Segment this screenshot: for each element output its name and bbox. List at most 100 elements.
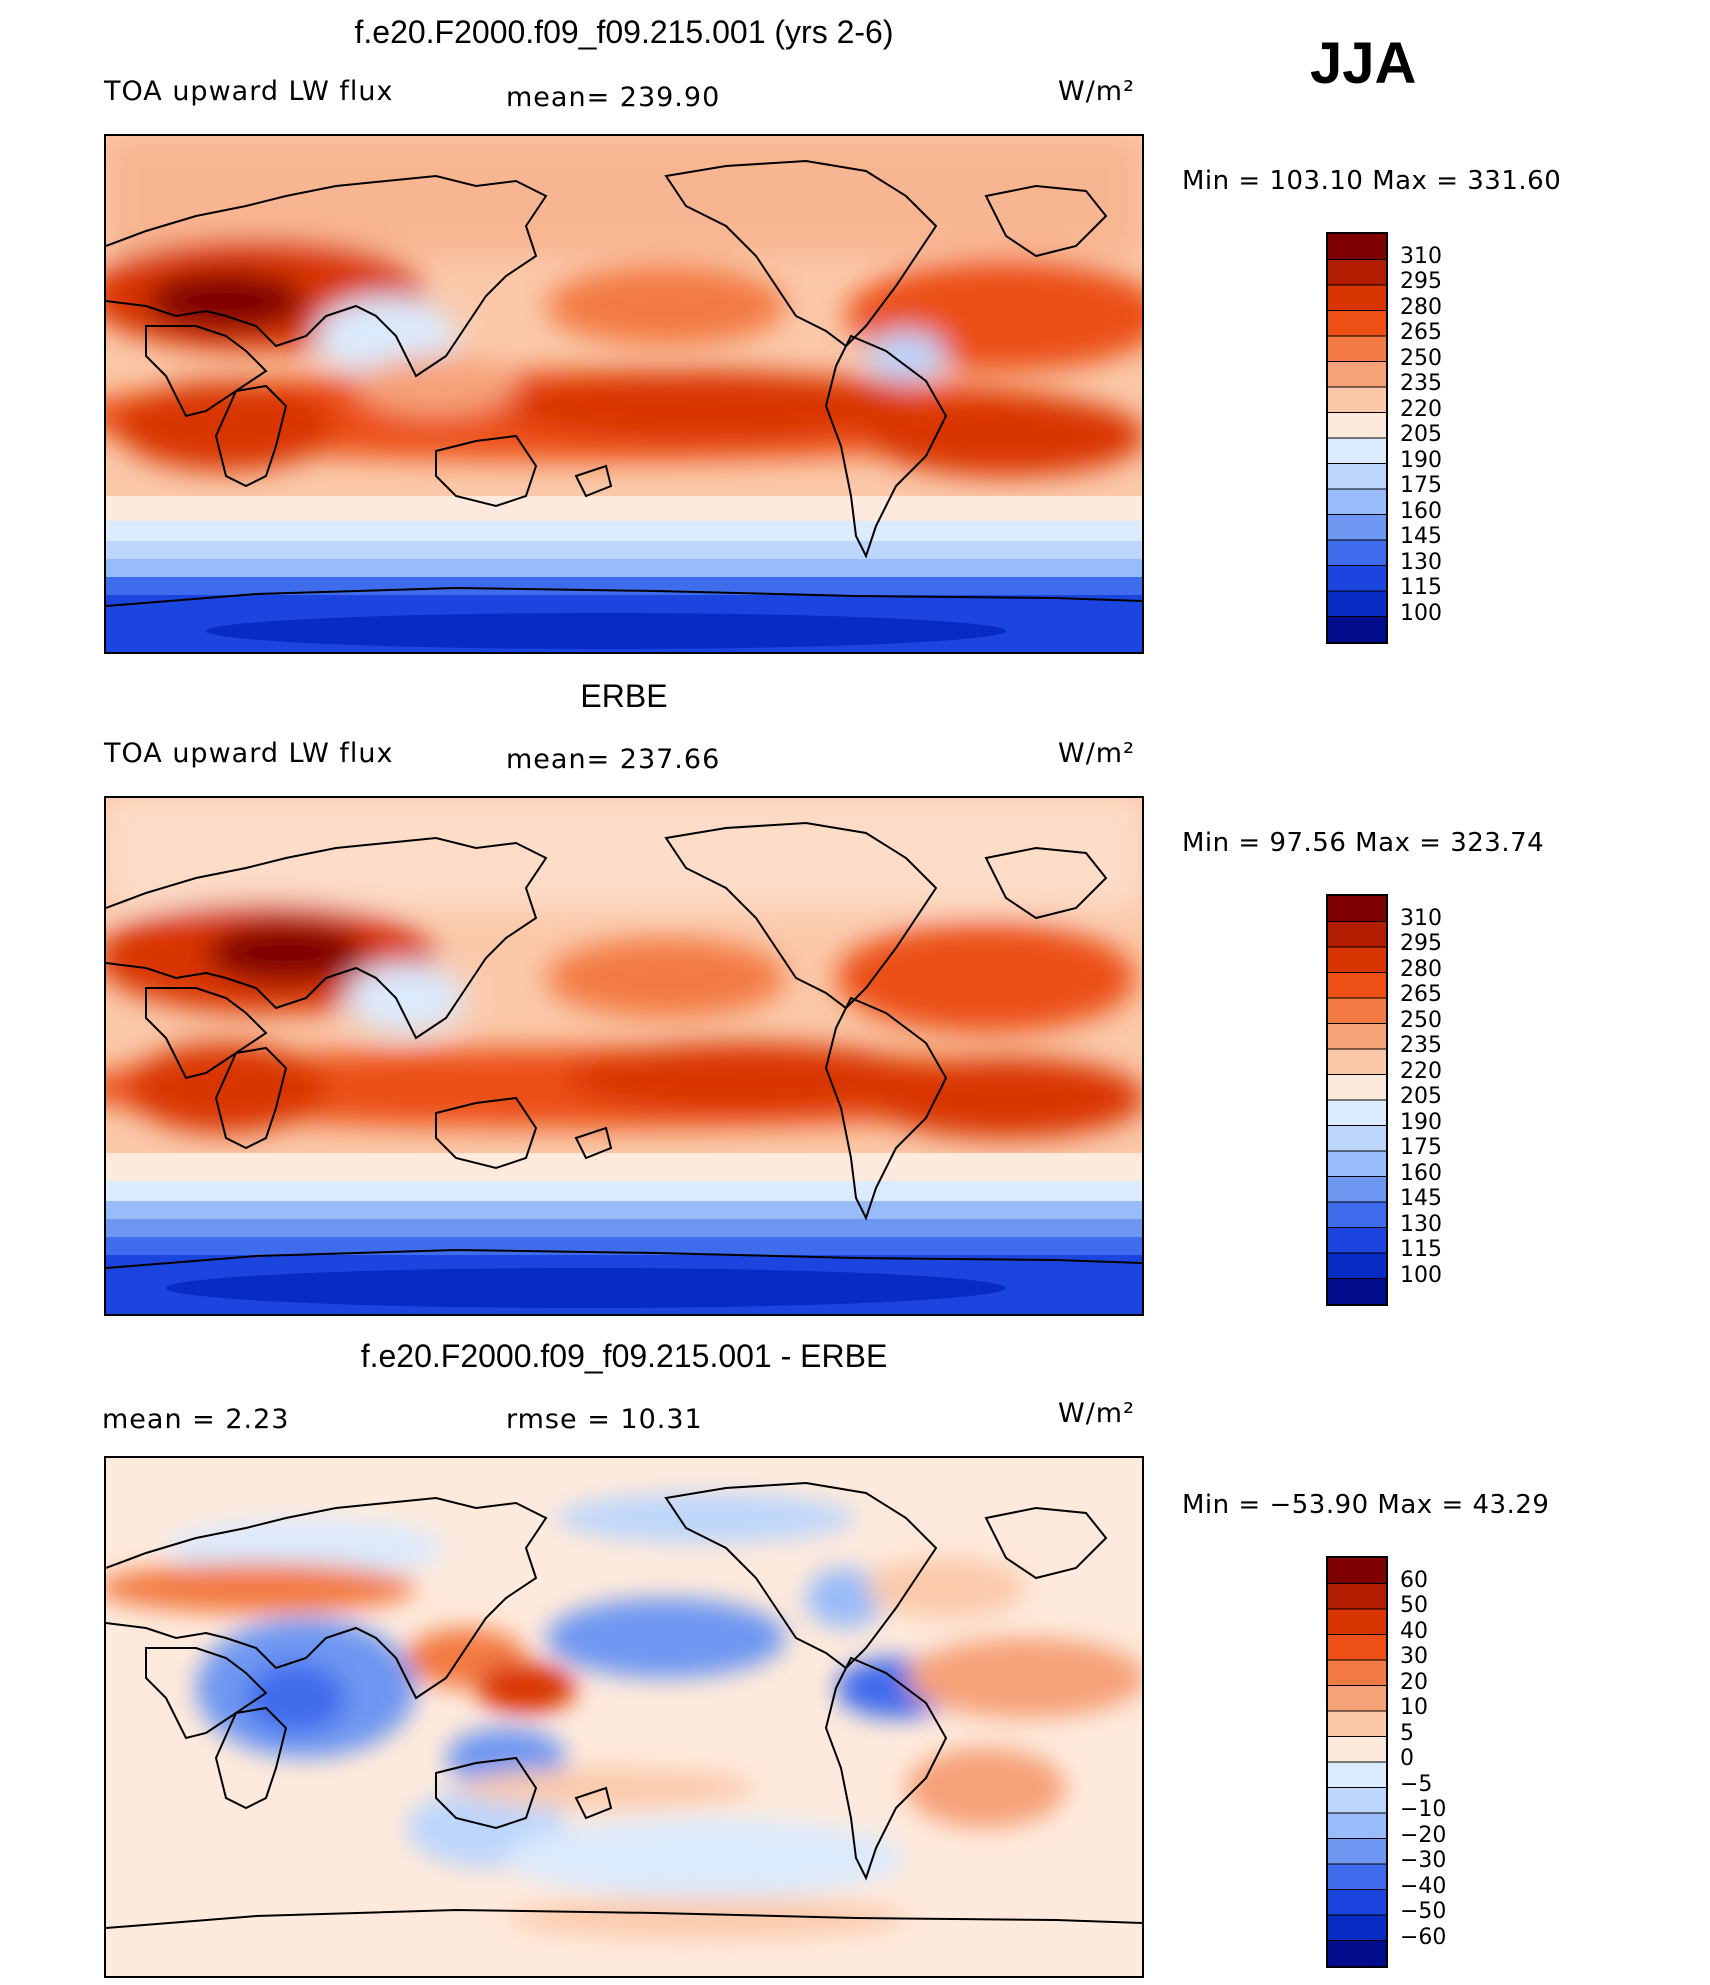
colorbar-tick-label: 205	[1400, 422, 1442, 447]
colorbar-swatch	[1328, 234, 1386, 260]
colorbar-swatch	[1328, 1253, 1386, 1279]
panel-3-minmax: Min = −53.90 Max = 43.29	[1182, 1490, 1550, 1520]
panel-3-contour-field	[106, 1458, 1142, 1976]
colorbar-swatch	[1328, 540, 1386, 566]
colorbar-tick-label: 160	[1400, 1160, 1442, 1186]
panel-2-map	[104, 796, 1144, 1316]
panel-2-title: ERBE	[580, 678, 668, 714]
panel-1-minmax: Min = 103.10 Max = 331.60	[1182, 166, 1562, 196]
colorbar-tick-label: 235	[1400, 1033, 1442, 1058]
colorbar-tick-label: 175	[1400, 473, 1442, 498]
colorbar-swatch	[1328, 1685, 1386, 1712]
panel-3-colorbar-swatches	[1328, 1558, 1386, 1966]
colorbar-swatch	[1328, 1787, 1386, 1814]
panel-3-map	[104, 1456, 1144, 1978]
colorbar-tick-label: 190	[1400, 1109, 1442, 1135]
colorbar-swatch	[1328, 1176, 1386, 1203]
colorbar-swatch	[1328, 1634, 1386, 1661]
colorbar-tick-label: 175	[1400, 1135, 1442, 1160]
panel-1-colorbar-swatches	[1328, 234, 1386, 642]
colorbar-tick-label: 280	[1400, 956, 1442, 982]
colorbar-swatch	[1328, 1838, 1386, 1865]
colorbar-tick-label: 145	[1400, 524, 1442, 549]
colorbar-swatch	[1328, 896, 1386, 922]
colorbar-swatch	[1328, 1660, 1386, 1686]
panel-1-title: f.e20.F2000.f09_f09.215.001 (yrs 2-6)	[354, 14, 894, 50]
colorbar-swatch	[1328, 285, 1386, 311]
colorbar-swatch	[1328, 1609, 1386, 1635]
colorbar-swatch	[1328, 1151, 1386, 1177]
colorbar-tick-label: 40	[1400, 1618, 1428, 1644]
colorbar-swatch	[1328, 1100, 1386, 1126]
colorbar-tick-label: 115	[1400, 1237, 1442, 1262]
panel-2-variable-label: TOA upward LW flux	[104, 738, 394, 769]
colorbar-tick-label: −50	[1400, 1899, 1447, 1924]
panel-1-units-label: W/m²	[1058, 76, 1135, 107]
colorbar-swatch	[1328, 565, 1386, 592]
colorbar-tick-label: 295	[1400, 269, 1442, 294]
panel-3-mean-label: mean = 2.23	[102, 1404, 290, 1435]
panel-1-variable-label: TOA upward LW flux	[104, 76, 394, 107]
colorbar-swatch	[1328, 1813, 1386, 1839]
colorbar-swatch	[1328, 947, 1386, 973]
colorbar-tick-label: 265	[1400, 320, 1442, 345]
panel-2-minmax: Min = 97.56 Max = 323.74	[1182, 828, 1545, 858]
colorbar-swatch	[1328, 1125, 1386, 1152]
colorbar-tick-label: 310	[1400, 243, 1442, 269]
colorbar-swatch	[1328, 1762, 1386, 1788]
colorbar-tick-label: 205	[1400, 1084, 1442, 1109]
colorbar-tick-label: −40	[1400, 1873, 1447, 1899]
colorbar-swatch	[1328, 1583, 1386, 1610]
colorbar-swatch	[1328, 1049, 1386, 1075]
colorbar-tick-label: 295	[1400, 931, 1442, 956]
colorbar-tick-label: −20	[1400, 1822, 1447, 1848]
colorbar-swatch	[1328, 616, 1386, 642]
colorbar-tick-label: −60	[1400, 1924, 1447, 1950]
colorbar-tick-label: −30	[1400, 1848, 1447, 1873]
season-label: JJA	[1310, 31, 1417, 96]
colorbar-swatch	[1328, 1074, 1386, 1101]
colorbar-swatch	[1328, 1940, 1386, 1966]
panel-2-colorbar	[1326, 894, 1388, 1306]
colorbar-tick-label: 10	[1400, 1695, 1428, 1720]
colorbar-tick-label: 30	[1400, 1644, 1428, 1669]
colorbar-swatch	[1328, 310, 1386, 337]
panel-1-colorbar	[1326, 232, 1388, 644]
panel-2-mean-label: mean= 237.66	[506, 744, 721, 775]
colorbar-tick-label: 250	[1400, 1007, 1442, 1033]
colorbar-swatch	[1328, 1023, 1386, 1050]
colorbar-tick-label: 280	[1400, 294, 1442, 320]
colorbar-tick-label: 130	[1400, 1211, 1442, 1237]
colorbar-swatch	[1328, 972, 1386, 999]
colorbar-tick-label: 100	[1400, 600, 1442, 626]
colorbar-swatch	[1328, 921, 1386, 948]
colorbar-swatch	[1328, 412, 1386, 439]
colorbar-tick-label: 190	[1400, 447, 1442, 473]
colorbar-swatch	[1328, 998, 1386, 1024]
colorbar-swatch	[1328, 591, 1386, 617]
colorbar-swatch	[1328, 259, 1386, 286]
panel-1-contour-field	[106, 136, 1142, 652]
colorbar-tick-label: 50	[1400, 1593, 1428, 1618]
panel-2-contour-field	[106, 798, 1142, 1314]
colorbar-swatch	[1328, 438, 1386, 464]
panel-3-rmse-label: rmse = 10.31	[506, 1404, 703, 1435]
colorbar-tick-label: −10	[1400, 1797, 1447, 1822]
colorbar-tick-label: 60	[1400, 1567, 1428, 1593]
colorbar-tick-label: 220	[1400, 1058, 1442, 1084]
colorbar-swatch	[1328, 336, 1386, 362]
colorbar-swatch	[1328, 1915, 1386, 1941]
colorbar-tick-label: 220	[1400, 396, 1442, 422]
colorbar-swatch	[1328, 1227, 1386, 1254]
colorbar-tick-label: 5	[1400, 1720, 1414, 1746]
colorbar-swatch	[1328, 387, 1386, 413]
colorbar-swatch	[1328, 1889, 1386, 1916]
panel-1-mean-label: mean= 239.90	[506, 82, 721, 113]
colorbar-swatch	[1328, 361, 1386, 388]
colorbar-swatch	[1328, 463, 1386, 490]
colorbar-tick-label: 160	[1400, 498, 1442, 524]
colorbar-tick-label: 250	[1400, 345, 1442, 371]
colorbar-swatch	[1328, 1736, 1386, 1763]
colorbar-tick-label: 115	[1400, 575, 1442, 600]
panel-3-title: f.e20.F2000.f09_f09.215.001 - ERBE	[360, 1338, 888, 1374]
